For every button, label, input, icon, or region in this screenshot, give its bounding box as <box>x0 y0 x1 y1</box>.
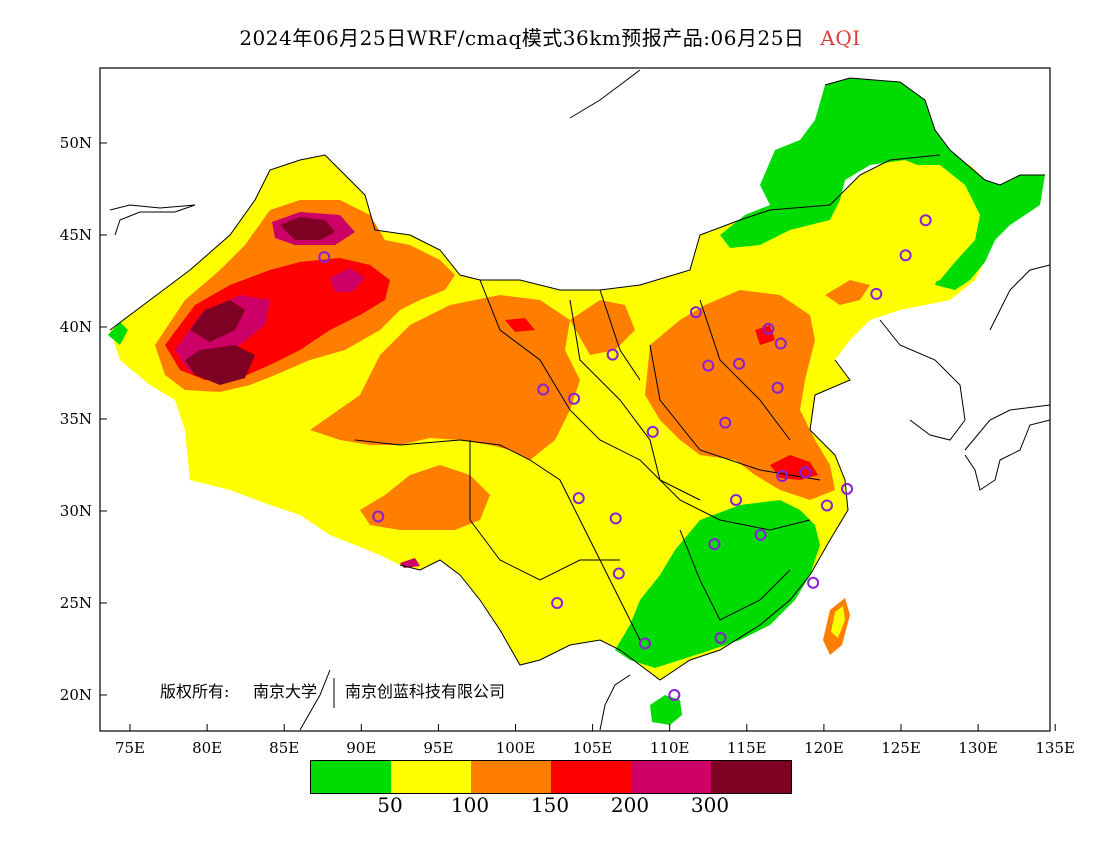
station-marker <box>639 637 652 650</box>
lon-tick-label: 110E <box>650 739 690 757</box>
copyright-owner-2: 南京创蓝科技有限公司 <box>345 682 505 701</box>
lat-tick-label: 35N <box>60 410 92 428</box>
lon-tick-label: 75E <box>115 739 145 757</box>
station-marker <box>820 499 833 512</box>
station-marker <box>568 392 581 405</box>
aqi-zone-yellow-northeast <box>840 165 980 300</box>
lat-tick-label: 30N <box>60 502 92 520</box>
station-marker <box>609 512 622 525</box>
aqi-colorbar <box>310 760 792 794</box>
aqi-colorbar-labels: 50 100 150 200 300 <box>0 793 1100 819</box>
lat-tick-label: 25N <box>60 594 92 612</box>
colorbar-swatch <box>471 761 551 793</box>
lon-tick-label: 125E <box>881 739 921 757</box>
aqi-zone-magenta-mid <box>330 268 365 292</box>
lon-tick-label: 105E <box>573 739 613 757</box>
station-marker <box>702 359 715 372</box>
aqi-zone-maroon-north <box>280 217 335 240</box>
lon-tick-label: 90E <box>346 739 376 757</box>
station-marker <box>537 383 550 396</box>
colorbar-swatch <box>551 761 631 793</box>
station-marker <box>807 576 820 589</box>
longitude-axis: 75E 80E 85E 90E 95E 100E 105E 110E 115E 120E 125E 1… <box>115 724 1075 757</box>
aqi-field <box>108 69 1050 731</box>
station-marker <box>572 492 585 505</box>
station-marker <box>646 425 659 438</box>
station-marker <box>708 538 721 551</box>
aqi-zone-green-west <box>108 322 128 345</box>
colorbar-swatch <box>631 761 711 793</box>
lon-tick-label: 80E <box>192 739 222 757</box>
station-marker <box>841 482 854 495</box>
station-marker <box>689 306 702 319</box>
colorbar-swatch <box>391 761 471 793</box>
lat-tick-label: 20N <box>60 686 92 704</box>
copyright-owner-1: 南京大学 <box>253 682 317 701</box>
aqi-zone-green-hainan <box>650 695 682 725</box>
aqi-zone-red-hebei <box>755 325 775 345</box>
map-title: 2024年06月25日WRF/cmaq模式36km预报产品:06月25日 AQI <box>0 22 1100 51</box>
aqi-zone-orange-qinghai <box>310 295 580 460</box>
lon-tick-label: 115E <box>727 739 767 757</box>
colorbar-label: 50 <box>377 793 403 817</box>
aqi-zone-orange-northchina <box>645 290 835 500</box>
latitude-axis: 50N 45N 40N 35N 30N 25N 20N <box>60 134 107 704</box>
lon-tick-label: 95E <box>423 739 453 757</box>
aqi-zone-magenta-tibet <box>400 558 420 568</box>
title-variable: AQI <box>820 26 861 50</box>
station-marker <box>668 689 681 701</box>
station-marker <box>714 631 727 644</box>
aqi-zone-green-south <box>615 500 820 668</box>
station-marker <box>372 510 385 523</box>
station-marker <box>899 249 912 262</box>
colorbar-swatch <box>311 761 391 793</box>
colorbar-swatch <box>711 761 791 793</box>
aqi-zone-maroon-west2 <box>185 345 255 385</box>
colorbar-label: 300 <box>690 793 730 817</box>
copyright-label: 版权所有: <box>160 682 229 701</box>
station-marker <box>754 528 767 541</box>
title-main: 2024年06月25日WRF/cmaq模式36km预报产品:06月25日 <box>239 26 805 50</box>
lon-tick-label: 85E <box>269 739 299 757</box>
colorbar-label: 150 <box>530 793 570 817</box>
lon-tick-label: 135E <box>1035 739 1075 757</box>
aqi-zone-orange-tibet <box>360 465 490 530</box>
station-marker <box>919 214 932 227</box>
lon-tick-label: 100E <box>496 739 536 757</box>
station-marker <box>612 567 625 580</box>
lat-tick-label: 45N <box>60 226 92 244</box>
station-marker <box>799 466 812 479</box>
lat-tick-label: 40N <box>60 318 92 336</box>
station-marker <box>318 251 331 264</box>
colorbar-label: 200 <box>610 793 650 817</box>
aqi-zone-maroon-west1 <box>190 300 245 342</box>
aqi-zone-green-northeast <box>720 78 1045 290</box>
station-marker <box>606 348 619 361</box>
aqi-zone-taiwan-inner <box>831 606 845 638</box>
colorbar-label: 100 <box>450 793 490 817</box>
station-marker <box>730 493 743 506</box>
station-marker <box>551 597 564 609</box>
station-marker <box>762 322 775 335</box>
station-marker <box>870 287 883 300</box>
station-marker <box>771 381 784 394</box>
aqi-zone-orange-liaoning <box>825 280 870 305</box>
lon-tick-label: 120E <box>804 739 844 757</box>
station-marker <box>774 337 787 350</box>
aqi-zone-red-gansu <box>505 318 535 332</box>
lat-tick-label: 50N <box>60 134 92 152</box>
station-marker <box>776 470 789 483</box>
aqi-zone-orange-loess <box>570 300 635 355</box>
station-marker <box>719 416 732 429</box>
lon-tick-label: 130E <box>958 739 998 757</box>
map-frame <box>99 67 1051 732</box>
boundaries <box>109 69 1050 731</box>
station-marker <box>733 357 746 370</box>
monitoring-stations <box>318 214 932 701</box>
